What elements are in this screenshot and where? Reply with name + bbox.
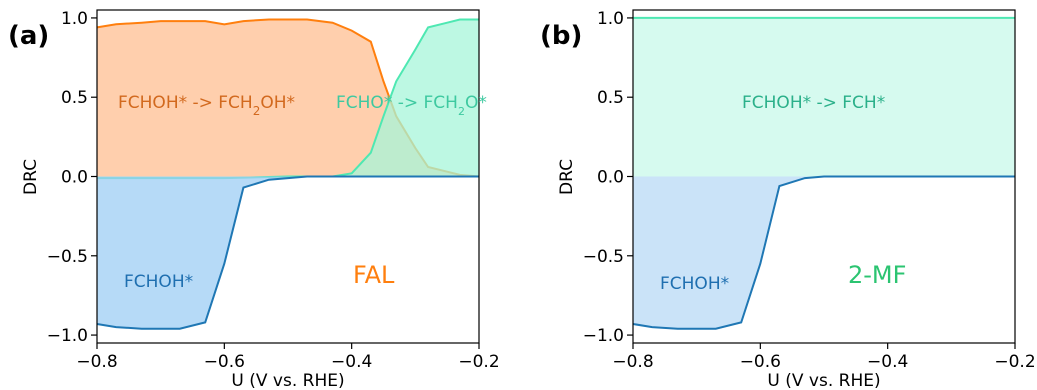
panel-a-ticks: −0.8 −0.6 −0.4 −0.2 −1.0 −0.5 0.0 0.5 1.0 <box>47 9 500 372</box>
y-tick-label: 0.0 <box>597 168 624 188</box>
series-fchoh-line <box>632 175 1015 330</box>
series-fchoh-area <box>633 176 1015 329</box>
y-tick-label: −1.0 <box>583 326 624 346</box>
y-tick-label: −1.0 <box>47 326 88 346</box>
panel-a-ylabel: DRC <box>21 159 41 195</box>
panel-a-inset-label: FAL <box>353 261 395 289</box>
y-tick-label: 0.5 <box>61 88 88 108</box>
panel-a-label: (a) <box>8 21 49 51</box>
y-tick-label: −0.5 <box>583 247 624 267</box>
panel-b: −0.8 −0.6 −0.4 −0.2 −1.0 −0.5 0.0 0.5 1.0 (b) U … <box>540 9 1036 390</box>
x-tick-label: −0.6 <box>740 352 781 372</box>
panel-b-ticks: −0.8 −0.6 −0.4 −0.2 −1.0 −0.5 0.0 0.5 1.0 <box>583 9 1036 372</box>
y-tick-label: 0.0 <box>61 168 88 188</box>
x-tick-label: −0.8 <box>612 352 653 372</box>
panel-a-xlabel: U (V vs. RHE) <box>231 371 344 390</box>
panel-a: −0.8 −0.6 −0.4 −0.2 −1.0 −0.5 0.0 0.5 1.0 (a) U … <box>8 9 500 390</box>
y-tick-label: 1.0 <box>61 9 88 29</box>
x-tick-label: −0.2 <box>458 352 499 372</box>
y-tick-label: −0.5 <box>47 247 88 267</box>
panel-b-xlabel: U (V vs. RHE) <box>767 371 880 390</box>
y-tick-label: 0.5 <box>597 88 624 108</box>
panel-a-annotation-fchoh-fch2oh: FCHOH* -> FCH2OH* <box>118 93 295 118</box>
panel-b-annotation-fchoh: FCHOH* <box>660 274 729 294</box>
panel-b-annotation-fchoh-fch: FCHOH* -> FCH* <box>742 93 885 113</box>
series-fchoh-line <box>96 175 479 330</box>
panel-a-series <box>96 18 480 330</box>
x-tick-label: −0.4 <box>331 352 372 372</box>
panel-a-annotation-fcho-fch2o: FCHO* -> FCH2O* <box>336 93 487 118</box>
panel-a-annotation-fchoh: FCHOH* <box>124 272 193 292</box>
series-fchoh-fch-area <box>633 17 1015 177</box>
x-tick-label: −0.6 <box>204 352 245 372</box>
panel-b-label: (b) <box>540 21 582 51</box>
series-fcho-fch2o-area <box>97 19 479 179</box>
series-fchoh-area <box>97 176 479 329</box>
x-tick-label: −0.2 <box>994 352 1035 372</box>
x-tick-label: −0.4 <box>867 352 908 372</box>
panel-b-inset-label: 2-MF <box>848 261 906 289</box>
panel-b-ylabel: DRC <box>557 159 577 195</box>
panel-b-series <box>632 16 1015 330</box>
y-tick-label: 1.0 <box>597 9 624 29</box>
x-tick-label: −0.8 <box>76 352 117 372</box>
